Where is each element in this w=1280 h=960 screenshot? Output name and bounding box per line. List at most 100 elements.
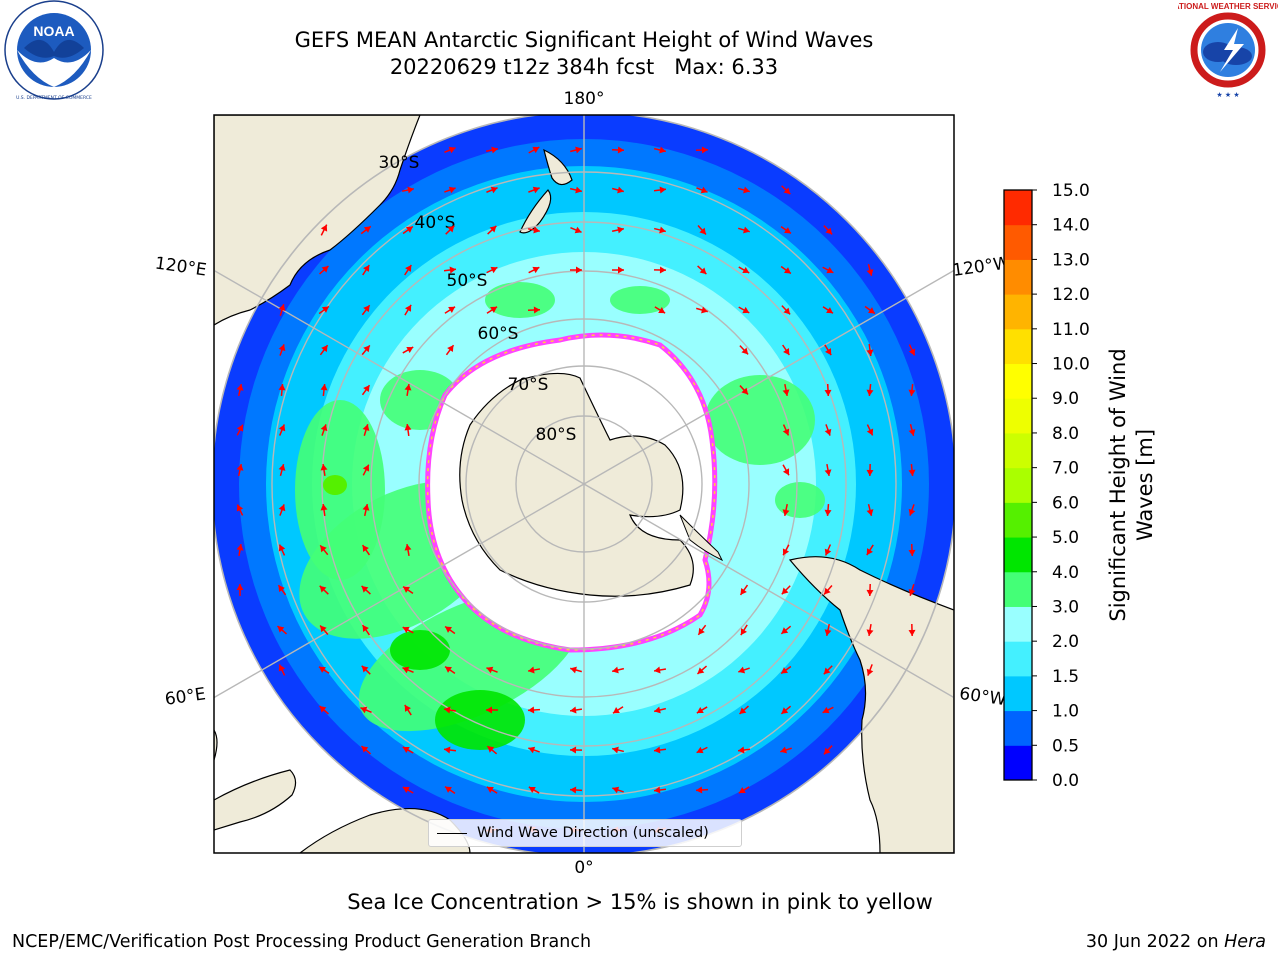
wind-wave-arrowhead — [826, 307, 834, 314]
wind-wave-arrowhead — [363, 226, 371, 233]
wind-wave-arrowhead — [612, 786, 620, 794]
latitude-label: 30°S — [379, 153, 420, 173]
wind-wave-arrowhead — [405, 265, 412, 272]
wind-wave-arrowhead — [696, 706, 704, 714]
wind-wave-arrowhead — [528, 706, 535, 714]
wind-wave-arrowhead — [782, 468, 790, 476]
wind-wave-arrowhead — [402, 746, 410, 754]
wind-wave-arrowhead — [489, 225, 497, 233]
wind-wave-arrowhead — [823, 747, 831, 755]
wind-wave-arrowhead — [826, 266, 834, 274]
colorbar-segment — [1004, 502, 1032, 538]
wind-wave-arrowhead — [575, 186, 582, 194]
latitude-label: 40°S — [415, 213, 456, 233]
colorbar-tick-label: 5.0 — [1052, 528, 1079, 548]
map-area: 80°S 70°S 60°S 50°S 40°S 30°S — [214, 115, 954, 853]
wind-wave-arrowhead — [783, 307, 791, 315]
wave-height-patch — [435, 690, 525, 750]
wind-wave-arrowhead — [908, 429, 916, 436]
wind-wave-arrowhead — [402, 626, 410, 634]
colorbar-segment — [1004, 432, 1032, 469]
wind-wave-arrowhead — [445, 666, 452, 673]
wave-height-patch — [485, 282, 555, 318]
wind-wave-arrowhead — [701, 146, 708, 154]
colorbar-label-line2: Waves [m] — [1133, 429, 1157, 541]
map-frame — [213, 114, 955, 854]
wind-wave-arrowhead — [908, 348, 916, 356]
colorbar-tick-label: 1.5 — [1052, 667, 1079, 687]
colorbar-segment — [1004, 363, 1032, 399]
colorbar-tick-label: 12.0 — [1052, 285, 1090, 305]
wind-wave-arrowhead — [701, 306, 708, 314]
wind-wave-arrowhead — [575, 146, 582, 154]
wind-wave-arrowhead — [654, 746, 661, 754]
colorbar-segment — [1004, 537, 1032, 573]
meridian-line — [214, 483, 585, 699]
wind-wave-arrowhead — [822, 706, 830, 714]
wind-wave-arrowhead — [486, 666, 494, 674]
latitude-label: 80°S — [536, 425, 577, 445]
colorbar-label-line1: Significant Height of Wind — [1106, 348, 1130, 621]
longitude-label: 120°E — [154, 254, 208, 281]
colorbar-tick-label: 10.0 — [1052, 355, 1090, 375]
wind-wave-arrowhead — [781, 667, 789, 674]
colorbar-segment — [1004, 710, 1032, 746]
wind-wave-arrowhead — [700, 186, 708, 194]
wind-wave-arrowhead — [697, 667, 705, 674]
wind-wave-arrowhead — [743, 186, 750, 194]
colorbar-tick-label: 7.0 — [1052, 459, 1079, 479]
issue-date: 30 Jun 2022 on Hera — [1086, 932, 1266, 952]
colorbar-tick-label: 3.0 — [1052, 597, 1079, 617]
wind-wave-arrowhead — [362, 545, 369, 552]
wind-wave-arrowhead — [320, 424, 328, 432]
colorbar-segment — [1004, 328, 1032, 365]
wind-wave-arrowhead — [236, 464, 244, 471]
wind-wave-arrowhead — [696, 746, 704, 754]
wind-wave-arrowhead — [866, 389, 874, 396]
wind-wave-arrowhead — [448, 186, 456, 194]
meridian-line — [214, 269, 585, 485]
meridian-line — [583, 269, 954, 485]
wave-height-patch — [390, 630, 450, 670]
wind-wave-arrowhead — [319, 585, 327, 593]
wind-wave-arrowhead — [278, 664, 286, 672]
wind-wave-arrowhead — [782, 548, 790, 556]
wind-wave-arrowhead — [362, 424, 370, 432]
wind-wave-arrowhead — [321, 345, 328, 353]
wind-wave-arrowhead — [444, 746, 451, 754]
wind-wave-arrowhead — [236, 544, 244, 551]
wind-wave-arrowhead — [743, 226, 750, 234]
wind-wave-arrowhead — [320, 625, 327, 633]
colorbar-tick-label: 14.0 — [1052, 216, 1090, 236]
wind-wave-arrowhead — [362, 625, 369, 632]
longitude-label: 60°W — [958, 684, 1007, 710]
wind-wave-arrowhead — [612, 746, 619, 754]
wind-wave-arrowhead — [406, 346, 414, 354]
wind-wave-arrowhead — [448, 306, 456, 313]
colorbar-segment — [1004, 294, 1032, 330]
wind-wave-arrowhead — [402, 666, 410, 674]
australia-landmass — [214, 115, 421, 326]
wind-wave-arrowhead — [278, 344, 286, 352]
wind-wave-arrowhead — [360, 706, 368, 714]
wind-wave-arrowhead — [742, 306, 750, 314]
colorbar-label: Significant Height of Wind Waves [m] — [1106, 348, 1157, 621]
credit-text: NCEP/EMC/Verification Post Processing Pr… — [12, 932, 592, 952]
wind-wave-arrowhead — [490, 266, 498, 274]
wind-wave-arrowhead — [570, 666, 577, 674]
wind-wave-arrowhead — [699, 227, 706, 235]
wind-wave-arrowhead — [908, 588, 916, 596]
wind-wave-arrowhead — [617, 146, 624, 154]
wind-wave-arrowhead — [617, 266, 624, 274]
wind-wave-arrowhead — [278, 424, 286, 432]
wind-wave-arrowhead — [612, 707, 620, 714]
colorbar-segment — [1004, 606, 1032, 642]
wind-wave-arrowhead — [824, 389, 832, 396]
wind-wave-arrowhead — [491, 146, 498, 154]
wind-wave-arrowhead — [532, 266, 540, 274]
wind-wave-arrowhead — [363, 385, 370, 393]
new-zealand-south-landmass — [519, 189, 552, 234]
wind-wave-arrowhead — [783, 187, 791, 195]
wind-wave-arrowhead — [699, 267, 707, 275]
colorbar-segment — [1004, 467, 1032, 503]
